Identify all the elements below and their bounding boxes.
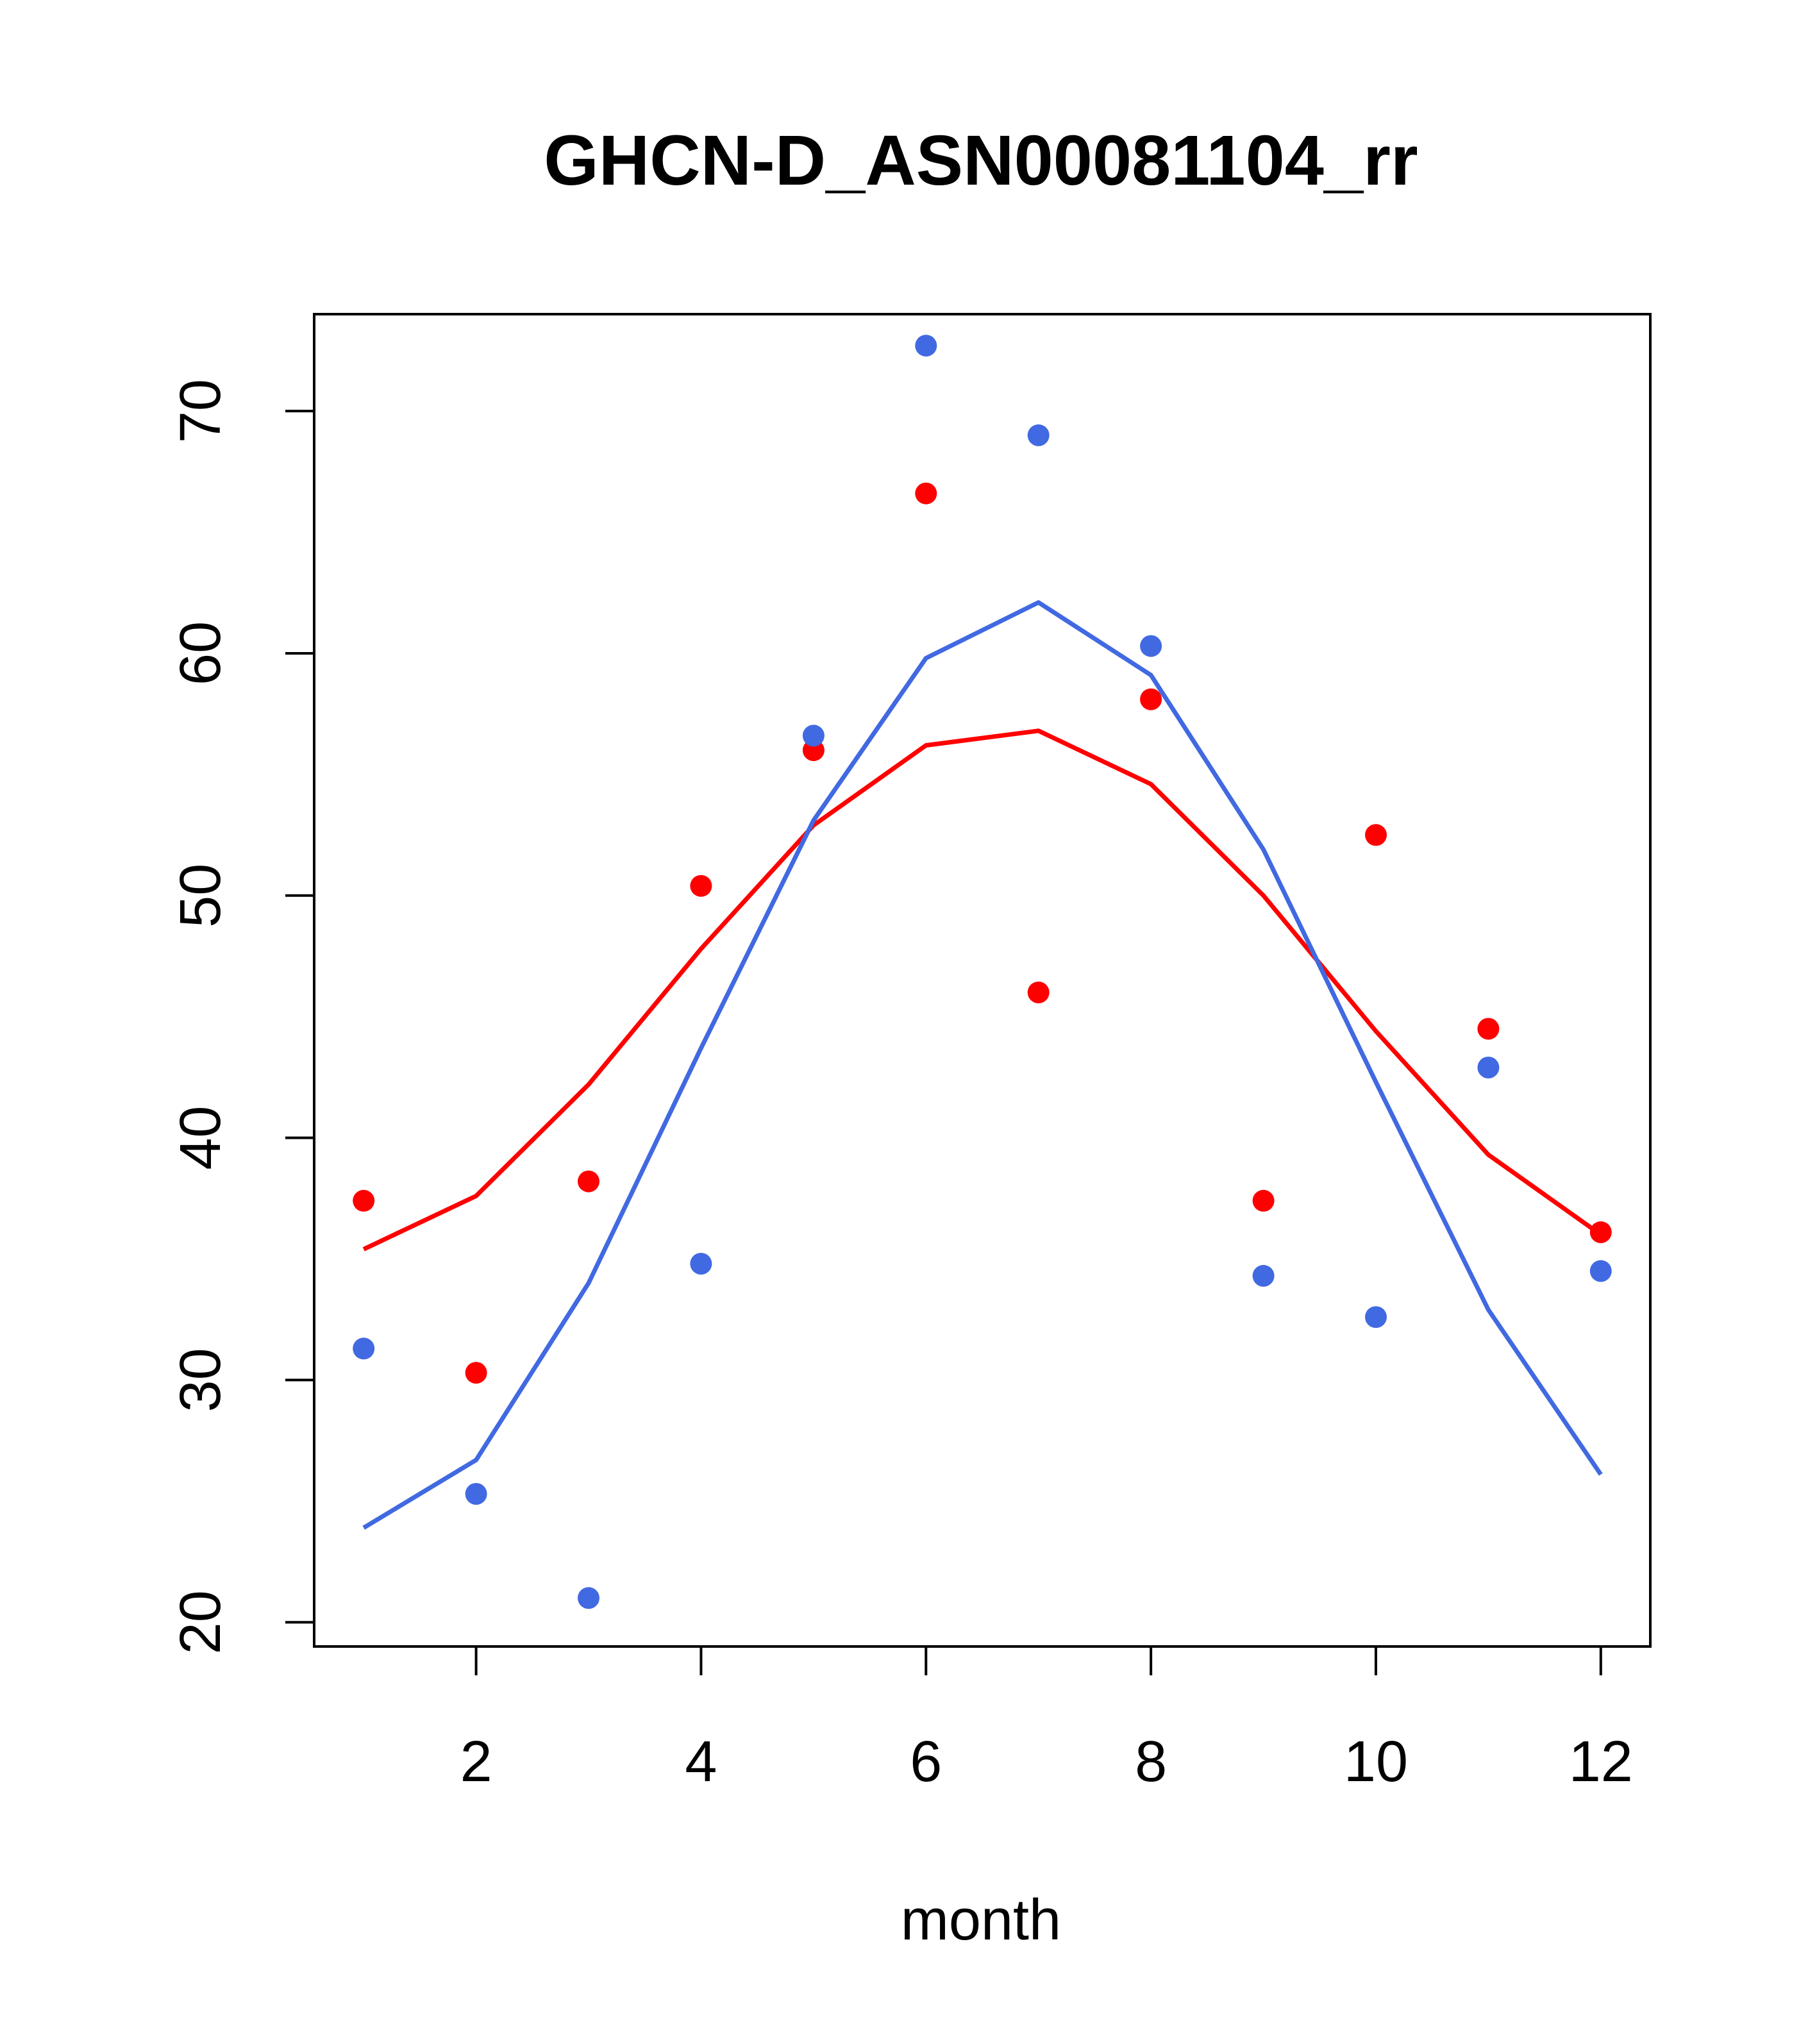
y-tick-label: 40 [169,1106,233,1170]
series-1-point [1477,1018,1500,1040]
series-2-point [353,1337,375,1360]
series-1-line [362,728,1602,1252]
series-2-point [1589,1260,1612,1282]
x-axis: 2 4 6 8 10 12 [460,1645,1633,1794]
series-2-point [578,1587,599,1609]
y-axis: 20 30 40 50 60 70 [169,379,315,1654]
series-1-point [690,875,712,897]
series-lines [362,600,1603,1530]
x-tick-label: 10 [1344,1730,1408,1794]
y-tick-label: 50 [169,864,233,928]
series-2-point [1365,1306,1387,1328]
x-axis-label: month [901,1888,1061,1952]
series-2-point [802,725,825,747]
series-points [353,335,1612,1609]
x-tick-label: 2 [460,1730,492,1794]
series-1-point [1252,1189,1275,1212]
chart-title: GHCN-D_ASN00081104_rr [544,121,1418,200]
series-1-point [1365,824,1387,846]
series-1-point [465,1362,487,1384]
series-1-point [1140,688,1162,710]
series-2-point [915,335,937,357]
series-1-point [578,1170,599,1193]
x-tick-label: 8 [1135,1730,1167,1794]
series-1-point [1027,981,1050,1003]
y-tick-label: 30 [169,1348,233,1412]
series-1-point [915,482,937,505]
series-2-point [465,1483,487,1505]
series-2-point [1140,635,1162,657]
series-2-point [690,1253,712,1275]
series-1-point [1589,1221,1612,1243]
series-2-point [1027,424,1050,446]
x-tick-label: 6 [910,1730,942,1794]
series-1-point [353,1189,375,1212]
x-tick-label: 4 [685,1730,717,1794]
y-tick-label: 20 [169,1590,233,1654]
series-2-point [1477,1057,1500,1078]
x-tick-label: 12 [1569,1730,1633,1794]
series-2-point [1252,1264,1275,1287]
series-2-line [362,600,1603,1530]
y-tick-label: 60 [169,621,233,685]
y-tick-label: 70 [169,379,233,443]
